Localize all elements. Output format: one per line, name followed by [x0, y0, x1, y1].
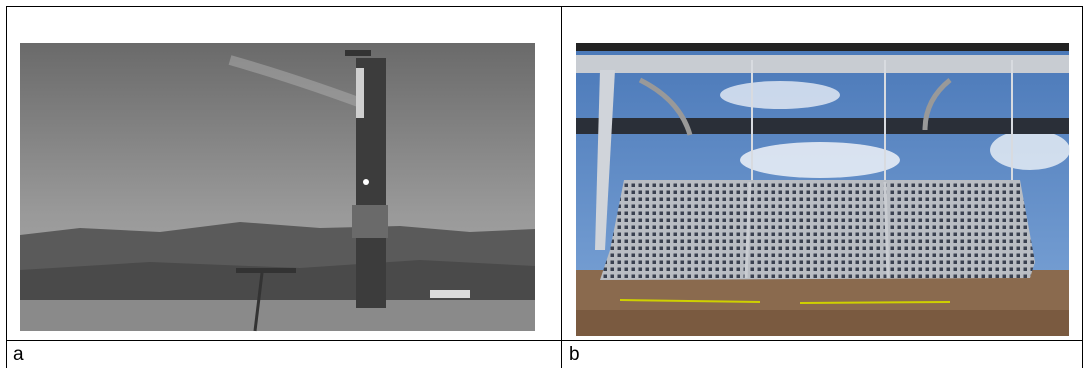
- panel-label: b: [569, 344, 580, 366]
- figure-table: [0, 0, 1089, 368]
- panel-label: a: [13, 344, 24, 366]
- photo-b: [576, 43, 1070, 336]
- page: a b (() => { const data = JSON.parse(doc…: [0, 0, 1089, 368]
- photo-a: [20, 43, 535, 331]
